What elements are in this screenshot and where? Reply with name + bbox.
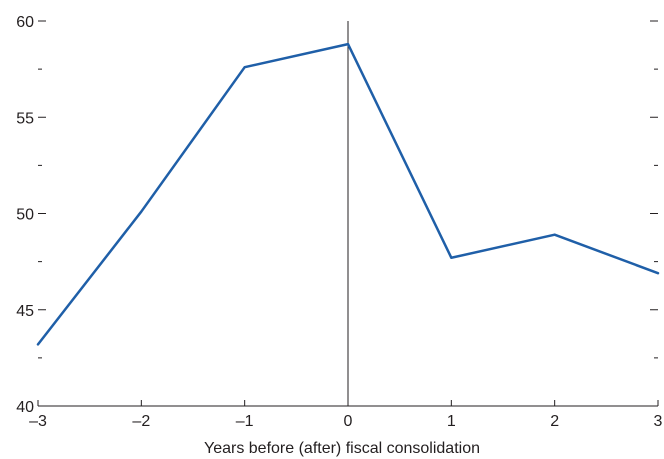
x-tick-label: 3 bbox=[654, 413, 663, 430]
x-axis-title: Years before (after) fiscal consolidatio… bbox=[204, 440, 480, 457]
x-tick-label: 2 bbox=[550, 413, 559, 430]
x-axis-tick-labels: –3 –2 –1 0 1 2 3 bbox=[29, 413, 662, 430]
y-tick-label: 40 bbox=[16, 399, 34, 416]
y-tick-label: 60 bbox=[16, 14, 34, 31]
y-axis-ticks-right bbox=[650, 20, 658, 407]
x-tick-label: 0 bbox=[344, 413, 353, 430]
x-tick-label: –2 bbox=[132, 413, 150, 430]
x-tick-label: –3 bbox=[29, 413, 47, 430]
y-tick-label: 55 bbox=[16, 110, 34, 127]
series-group bbox=[36, 42, 660, 346]
x-tick-label: 1 bbox=[447, 413, 456, 430]
y-axis-tick-labels: 40 45 50 55 60 bbox=[16, 14, 34, 416]
x-tick-label: –1 bbox=[236, 413, 254, 430]
series-line bbox=[36, 42, 660, 346]
y-tick-label: 50 bbox=[16, 207, 34, 224]
y-tick-label: 45 bbox=[16, 303, 34, 320]
y-axis-ticks-left bbox=[38, 20, 46, 407]
